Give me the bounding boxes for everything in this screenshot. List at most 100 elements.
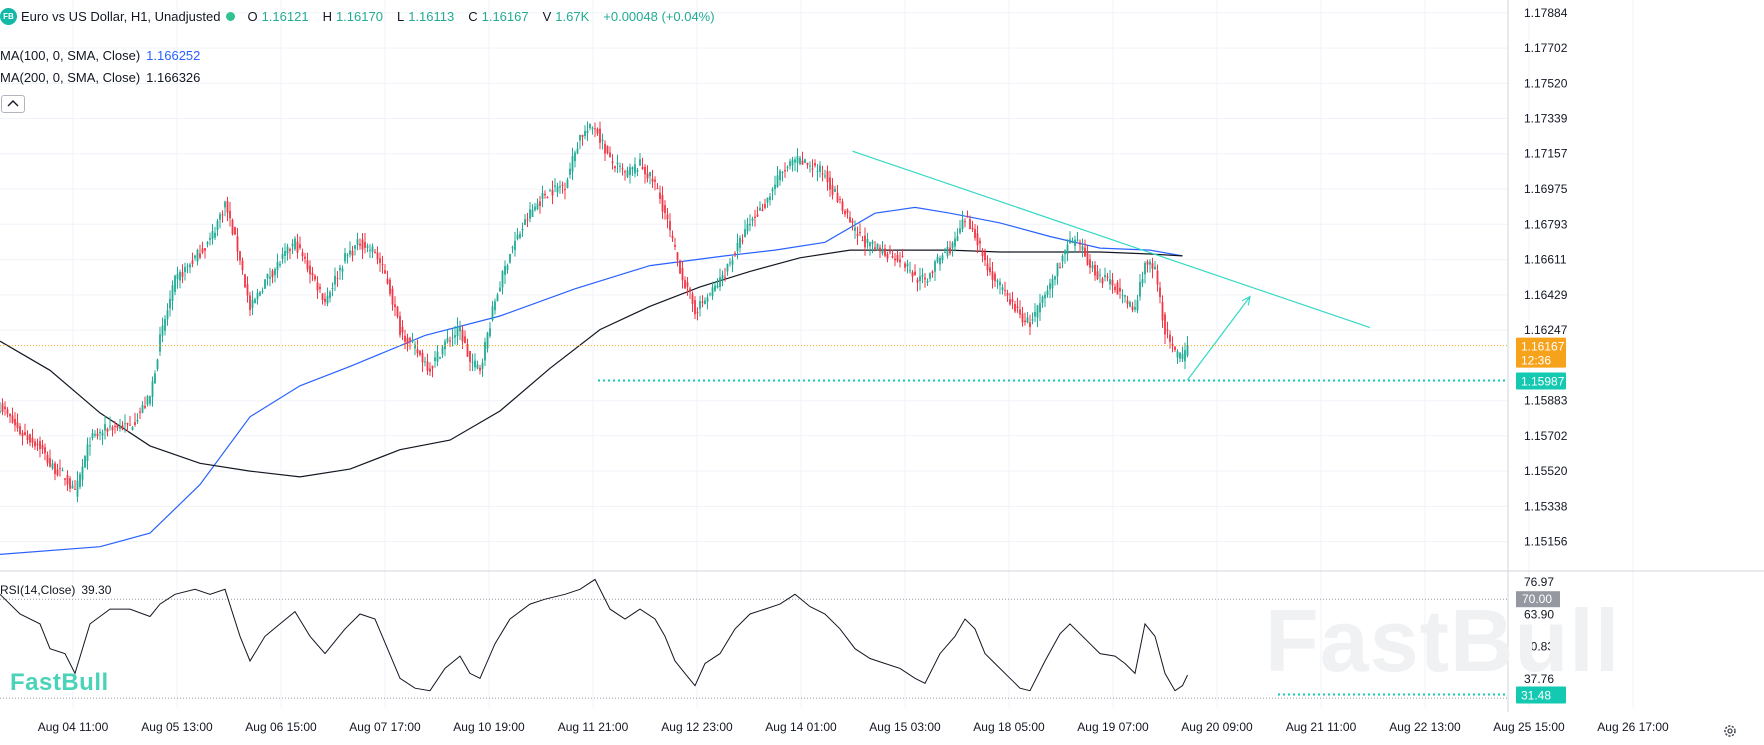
candle-body	[46, 454, 49, 464]
candle-body	[839, 199, 841, 201]
candle	[259, 290, 261, 297]
ma100-legend[interactable]: MA(100, 0, SMA, Close) 1.166252	[0, 48, 200, 63]
candle	[841, 198, 844, 215]
candle	[49, 449, 51, 468]
candle-body	[1149, 261, 1151, 265]
candle	[146, 394, 149, 407]
candle-body	[969, 219, 971, 230]
candle-body	[101, 432, 104, 436]
candle-body	[689, 288, 691, 293]
candle	[646, 165, 649, 183]
candle-body	[539, 201, 541, 206]
candle-body	[584, 131, 586, 136]
candle	[496, 292, 499, 302]
candle-body	[654, 179, 656, 182]
candle	[511, 245, 514, 254]
candle-body	[184, 267, 186, 273]
candle-body	[741, 240, 744, 242]
candle	[86, 437, 89, 470]
candle-body	[26, 435, 29, 441]
candle-body	[901, 255, 904, 257]
candle-body	[546, 197, 549, 199]
candle-body	[744, 229, 746, 237]
candle	[559, 180, 561, 194]
rsi-label: RSI(14,Close)	[0, 583, 76, 597]
candle-body	[396, 306, 399, 317]
rsi-value: 39.30	[81, 583, 112, 597]
candle	[66, 470, 69, 492]
candle-body	[589, 123, 591, 128]
candle-body	[126, 422, 129, 425]
candle	[711, 281, 714, 300]
candle-body	[649, 172, 651, 177]
candle	[399, 311, 401, 338]
candle-body	[699, 301, 701, 309]
candle	[151, 376, 154, 407]
candle-body	[876, 243, 879, 251]
candle-body	[236, 236, 239, 252]
candle	[1009, 292, 1011, 306]
candle	[799, 155, 801, 166]
candle	[9, 413, 11, 423]
candle-body	[976, 233, 979, 246]
candle-body	[161, 325, 164, 336]
trendline	[852, 150, 1371, 329]
ma100-label: MA(100, 0, SMA, Close)	[0, 48, 141, 63]
candle-body	[911, 272, 914, 277]
candle-body	[796, 156, 799, 164]
candle	[984, 248, 986, 267]
candle-body	[909, 270, 911, 272]
ma200-label: MA(200, 0, SMA, Close)	[0, 70, 141, 85]
candle	[534, 202, 536, 212]
candle	[654, 176, 656, 191]
candle	[141, 401, 144, 414]
candle-body	[639, 159, 641, 166]
candle-body	[774, 184, 776, 190]
candle	[526, 212, 529, 228]
candle	[746, 217, 749, 235]
settings-gear-icon[interactable]	[1722, 723, 1738, 739]
candle	[246, 276, 249, 303]
candle-body	[631, 167, 634, 170]
candle-body	[676, 252, 679, 260]
rsi-legend[interactable]: RSI(14,Close) 39.30	[0, 583, 111, 597]
candle-body	[1049, 283, 1051, 290]
candle-body	[409, 338, 411, 341]
candle	[816, 164, 819, 182]
symbol-title[interactable]: Euro vs US Dollar, H1, Unadjusted	[21, 9, 221, 24]
candle	[724, 267, 726, 282]
candle-body	[181, 272, 184, 277]
candle-body	[1139, 281, 1141, 297]
price-tick-label: 1.17884	[1524, 6, 1568, 20]
candle	[1039, 293, 1041, 321]
candle	[929, 272, 931, 282]
candle	[184, 262, 186, 281]
candle-body	[461, 329, 464, 342]
ma200-legend[interactable]: MA(200, 0, SMA, Close) 1.166326	[0, 70, 200, 85]
candle	[396, 305, 399, 319]
candle-body	[606, 145, 609, 154]
candle	[199, 244, 201, 260]
candle	[969, 215, 971, 230]
candle	[439, 356, 441, 360]
candle	[551, 180, 554, 205]
candle-body	[1181, 353, 1184, 360]
candle	[1066, 239, 1069, 262]
candle	[966, 210, 969, 218]
candle-body	[894, 258, 896, 261]
candle	[354, 244, 356, 256]
candle	[204, 247, 206, 259]
candle-body	[51, 463, 54, 469]
candle	[571, 147, 574, 181]
collapse-legend-button[interactable]	[1, 95, 25, 113]
candle	[6, 407, 9, 418]
candle	[26, 430, 29, 445]
candle-body	[694, 300, 696, 315]
candle-body	[934, 261, 936, 272]
candle	[374, 249, 376, 254]
candle-body	[31, 437, 34, 443]
fastbull-logo: FastBull	[10, 669, 109, 696]
candle-body	[974, 229, 976, 238]
candle	[1021, 306, 1024, 327]
